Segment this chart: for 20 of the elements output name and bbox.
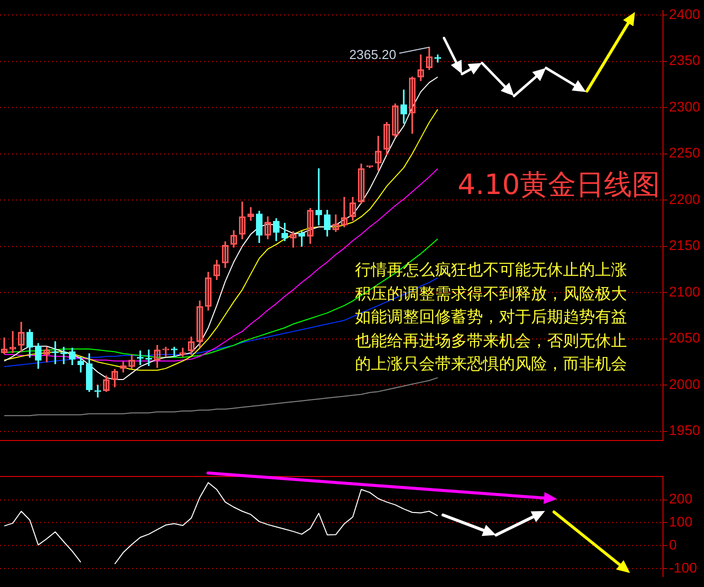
y-tick-label: 2350 — [669, 52, 700, 68]
y-tick-label: -100 — [669, 559, 698, 576]
y-tick-label: 2100 — [669, 283, 700, 300]
annotation: 2365.20 — [349, 46, 396, 62]
annotation: 也能给再进场多带来机会，否则无休止 — [355, 330, 627, 352]
y-tick-label: 2150 — [669, 237, 700, 254]
y-tick-label: 0 — [669, 536, 677, 553]
y-tick-label: 2400 — [669, 6, 700, 22]
annotation: 如能调整回修蓄势，对于后期趋势有益 — [355, 306, 627, 328]
y-tick-label: 2050 — [669, 330, 700, 346]
y-tick-label: 2200 — [669, 190, 700, 207]
y-tick-label: 1950 — [669, 422, 700, 438]
y-tick-label: 2300 — [669, 98, 700, 114]
annotation: 行情再怎么疯狂也不可能无休止的上涨 — [355, 259, 627, 281]
text: 4.10黄金日线图 — [458, 167, 660, 203]
y-tick-label: 2000 — [669, 376, 700, 392]
y-tick-label: 100 — [669, 514, 693, 530]
y-tick-label: 200 — [669, 490, 693, 507]
y-tick-label: 2250 — [669, 144, 700, 161]
annotation: 的上涨只会带来恐惧的风险，而非机会 — [355, 353, 627, 375]
